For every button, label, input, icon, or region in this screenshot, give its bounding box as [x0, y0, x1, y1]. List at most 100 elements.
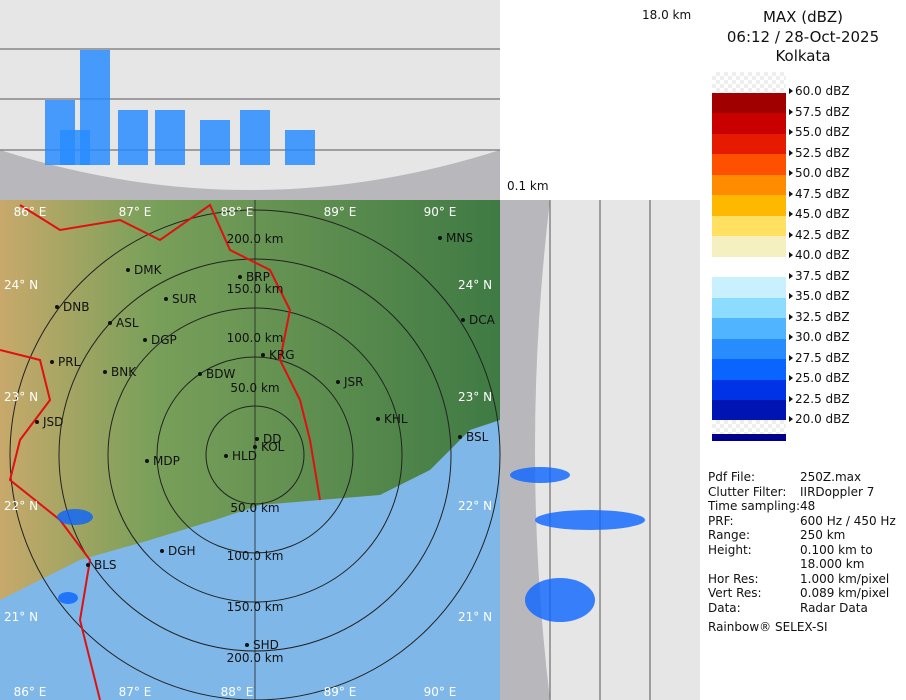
- city-dot: [336, 380, 340, 384]
- echo-cell: [510, 467, 570, 483]
- metadata-key: Hor Res:: [708, 571, 759, 586]
- legend-tick: [789, 334, 793, 340]
- legend-row: 57.5 dBZ: [712, 92, 902, 119]
- metadata-row: Range: 250 km: [708, 528, 903, 542]
- range-ring-label: 50.0 km: [230, 381, 279, 395]
- city-dot: [458, 435, 462, 439]
- city-label: KHL: [384, 412, 408, 426]
- metadata-value: 250 km: [800, 528, 846, 542]
- legend-label: 30.0 dBZ: [795, 330, 850, 344]
- legend-tick: [789, 190, 793, 197]
- city-label: BDW: [206, 367, 235, 381]
- station-name: Kolkata: [775, 47, 831, 65]
- legend-label: 35.0 dBZ: [795, 289, 850, 303]
- lat-label: 24° N: [4, 278, 38, 292]
- legend-tick: [789, 313, 793, 320]
- city-dot: [461, 318, 465, 322]
- city-dot: [164, 297, 168, 301]
- legend-tick: [789, 252, 793, 258]
- city-label: DMK: [134, 263, 163, 277]
- metadata-row: Hor Res: 1.000 km/pixel: [708, 572, 903, 586]
- legend-row: 60.0 dBZ: [712, 72, 902, 98]
- city-dot: [245, 643, 249, 647]
- bottom-height-label: 0.1 km: [507, 179, 549, 193]
- metadata-value: 0.100 km to: [800, 542, 873, 557]
- city-dot: [261, 353, 265, 357]
- legend-swatch: [712, 72, 786, 93]
- legend-label: 45.0 dBZ: [795, 207, 850, 221]
- legend-swatch: [712, 113, 786, 134]
- legend-row: 37.5 dBZ: [712, 256, 902, 283]
- legend-swatch: [712, 154, 786, 175]
- legend-swatch: [712, 379, 786, 400]
- lon-label: 90° E: [424, 685, 457, 699]
- state-border: [0, 349, 101, 700]
- legend-swatch: [712, 297, 786, 318]
- city-dot: [103, 370, 107, 374]
- city-dot: [55, 305, 59, 309]
- city-label: SHD: [253, 638, 279, 652]
- legend-tick: [789, 231, 793, 238]
- legend-tick: [789, 395, 793, 402]
- legend-tick: [789, 354, 793, 361]
- city-label: BLS: [94, 558, 117, 572]
- city-label: DGH: [168, 544, 196, 558]
- echo-cell: [525, 578, 595, 622]
- city-label: BSL: [466, 430, 489, 444]
- metadata-row: PRF: 600 Hz / 450 Hz: [708, 514, 903, 528]
- legend-swatch: [712, 359, 786, 380]
- city-label: DCA: [469, 313, 496, 327]
- metadata-row: Data: Radar Data: [708, 601, 903, 615]
- legend-label: 27.5 dBZ: [795, 350, 850, 365]
- city-dot: [255, 437, 259, 441]
- city-label: BRP: [246, 270, 270, 284]
- legend-tick: [789, 88, 793, 94]
- legend-label: 60.0 dBZ: [795, 84, 850, 98]
- city-label: JSD: [42, 415, 63, 429]
- lon-label: 88° E: [221, 685, 254, 699]
- legend-label: 37.5 dBZ: [795, 268, 850, 283]
- city-label: SUR: [172, 292, 197, 306]
- echo-cell: [535, 510, 645, 530]
- legend-swatch: [712, 215, 786, 236]
- legend-row: 22.5 dBZ: [712, 379, 902, 406]
- echo-column: [240, 110, 270, 165]
- metadata-key: Vert Res:: [708, 586, 762, 600]
- metadata-row: Vert Res: 0.089 km/pixel: [708, 586, 903, 600]
- legend-swatch: [712, 92, 786, 113]
- lat-label: 21° N: [4, 610, 38, 624]
- top-section-terrain: [0, 150, 500, 200]
- metadata-value: 1.000 km/pixel: [800, 571, 890, 586]
- range-ring-label: 100.0 km: [227, 331, 284, 345]
- city-label: ASL: [116, 316, 139, 330]
- legend-tick: [789, 293, 793, 299]
- radar-map-svg: 86° E 87° E 88° E 89° E 90° E 86° E 87° E 88° E…: [0, 0, 700, 700]
- city-label: HLD: [232, 449, 257, 463]
- city-dot: [50, 360, 54, 364]
- range-ring-label: 200.0 km: [227, 232, 284, 246]
- legend-swatch: [712, 338, 786, 359]
- city-dot: [108, 321, 112, 325]
- city-label: DNB: [63, 300, 89, 314]
- metadata-key: Pdf File:: [708, 470, 756, 484]
- top-height-label: 18.0 km: [642, 8, 692, 22]
- legend-label: 50.0 dBZ: [795, 166, 850, 180]
- lat-label: 22° N: [458, 499, 492, 513]
- echo-column: [118, 110, 148, 165]
- metadata-value: 48: [800, 499, 816, 513]
- legend-swatch: [712, 400, 786, 421]
- legend-row: 30.0 dBZ: [712, 318, 902, 344]
- legend-tick: [789, 129, 793, 135]
- legend-label: 47.5 dBZ: [795, 186, 850, 201]
- legend-tick: [789, 272, 793, 279]
- city-label: DGP: [151, 333, 177, 347]
- metadata-key: Time sampling:: [708, 499, 801, 513]
- legend-row: 47.5 dBZ: [712, 174, 902, 201]
- city-dot: [35, 420, 39, 424]
- software-credit: Rainbow® SELEX-SI: [708, 620, 828, 634]
- lat-label: 22° N: [4, 499, 38, 513]
- lat-label: 23° N: [458, 390, 492, 404]
- legend-tick: [789, 416, 793, 422]
- range-ring-label: 100.0 km: [227, 549, 284, 563]
